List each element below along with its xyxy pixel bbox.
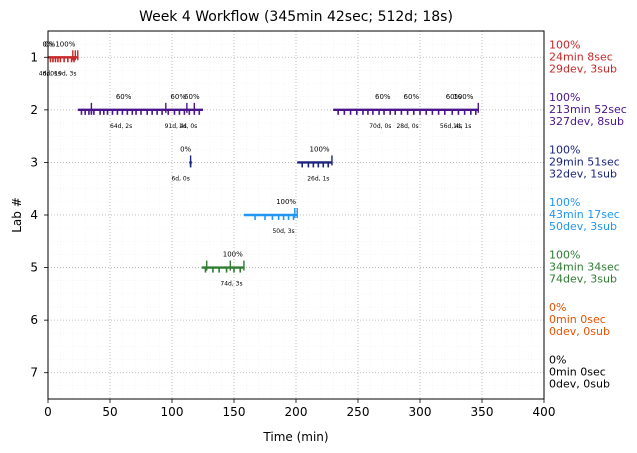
segment-stat-label: 91d, 4s [165,123,187,130]
y-tick-label: 1 [30,50,38,64]
score-label: 60% [116,93,132,101]
x-tick-label: 250 [347,405,370,419]
y-tick-label: 4 [30,208,38,222]
score-label: 0% [180,145,191,153]
y-tick-label: 3 [30,155,38,169]
lab-summary-line: 74dev, 3sub [549,273,617,286]
y-tick-label: 6 [30,313,38,327]
lab-summary-line: 24min 8sec [549,50,613,63]
score-label: 100% [310,145,330,153]
score-label: 60% [170,93,186,101]
x-tick-label: 300 [409,405,432,419]
x-axis-label: Time (min) [262,430,328,444]
segment-stat-label: 70d, 0s [369,123,391,130]
x-tick-label: 0 [44,405,52,419]
lab-summary-line: 0% [549,354,566,367]
x-tick-label: 50 [102,405,117,419]
segment-stat-label: 1d, 1s [453,123,471,130]
lab-summary-line: 0min 0sec [549,366,606,379]
score-label: 60% [184,93,200,101]
segment-stat-label: 64d, 2s [110,123,132,130]
score-label: 60% [375,93,391,101]
chart-title: Week 4 Workflow (345min 42sec; 512d; 18s… [139,9,453,25]
lab-summary-line: 43min 17sec [549,208,620,221]
segment-stat-label: 6d, 1s [43,70,61,77]
lab-summary-line: 29min 51sec [549,155,620,168]
x-tick-label: 350 [471,405,494,419]
lab-summary-line: 34min 34sec [549,261,620,274]
lab-summary-line: 327dev, 8sub [549,115,624,128]
y-tick-label: 7 [30,366,38,380]
score-label: 60% [446,93,462,101]
y-tick-label: 5 [30,261,38,275]
lab-summary-line: 100% [549,91,580,104]
y-axis-ticks: 1 2 3 4 5 6 7 [30,50,48,380]
score-label: 100% [223,251,243,259]
segment-stat-label: 1d, 0s [179,123,197,130]
score-label: 60% [404,93,420,101]
score-label: 100% [55,40,75,48]
lab-summary-line: 29dev, 3sub [549,62,617,75]
segment-stat-label: 50d, 3s [272,228,294,235]
segment-stat-label: 74d, 3s [220,281,242,288]
lab-summary-line: 100% [549,249,580,262]
lab-summary-line: 32dev, 1sub [549,167,617,180]
segment-stat-label: 56d, 4s [440,123,462,130]
lab-summary-line: 0min 0sec [549,313,606,326]
lab-summary-line: 100% [549,38,580,51]
y-axis-label: Lab # [10,197,24,233]
score-label: 0% [44,40,55,48]
lab-summary-line: 0dev, 0sub [549,378,610,391]
segment-stat-label: 28d, 0s [396,123,418,130]
x-tick-label: 100 [161,405,184,419]
segment-stat-label: 6d, 0s [171,175,189,182]
score-label: 100% [453,93,473,101]
score-label: 100% [276,198,296,206]
x-tick-label: 200 [285,405,308,419]
y-tick-label: 2 [30,103,38,117]
lab-summary-line: 50dev, 3sub [549,220,617,233]
lab-summary-line: 213min 52sec [549,103,627,116]
segment-stat-label: 26d, 1s [307,175,329,182]
lab-summary-line: 100% [549,196,580,209]
lab-summary-line: 0dev, 0sub [549,325,610,338]
lab-summary-line: 0% [549,301,566,314]
x-tick-label: 400 [533,405,556,419]
segment-stat-label: 19d, 3s [54,70,76,77]
x-axis-ticks: 0 50 100 150 200 250 300 350 400 [44,399,555,419]
lab-summary-line: 100% [549,143,580,156]
x-tick-label: 150 [223,405,246,419]
